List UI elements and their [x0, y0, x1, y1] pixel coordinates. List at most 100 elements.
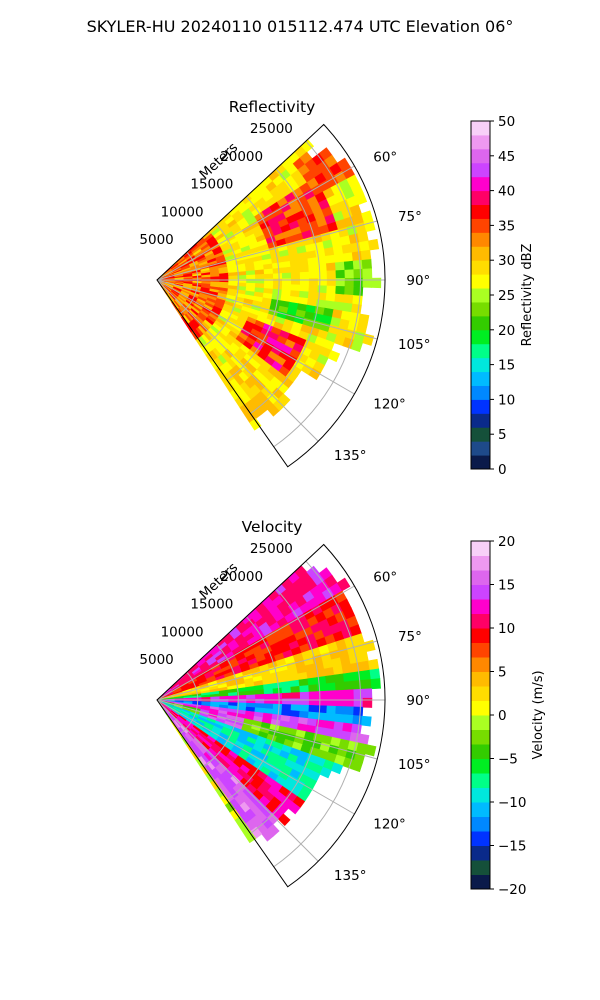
azimuth-tick-label: 90°	[406, 273, 430, 289]
sector-frame	[156, 123, 386, 468]
reflectivity-colorbar-label: Reflectivity dBZ	[520, 244, 535, 347]
azimuth-tick-label: 75°	[398, 629, 422, 645]
radial-tick-label: 15000	[190, 177, 233, 193]
colorbar-swatch	[471, 831, 490, 846]
range-ring-25000	[273, 140, 362, 448]
colorbar-swatch	[471, 860, 490, 875]
colorbar-tick-label: 30	[498, 253, 515, 269]
colorbar-swatch	[471, 642, 490, 658]
colorbar-tick-label: −20	[498, 882, 527, 898]
colorbar-swatch	[471, 427, 490, 442]
colorbar-swatch	[471, 413, 490, 428]
azimuth-tick-label: 120°	[373, 817, 406, 833]
radial-tick-label: 15000	[190, 597, 233, 613]
colorbar-tick-label: 0	[498, 708, 507, 724]
colorbar-swatch	[471, 134, 490, 150]
colorbar-swatch	[471, 570, 490, 585]
azimuth-spoke-60	[156, 585, 355, 701]
colorbar-swatch	[471, 845, 490, 861]
colorbar-tick-label: 10	[498, 621, 515, 637]
azimuth-spoke-105	[156, 279, 378, 340]
colorbar-swatch	[471, 441, 490, 456]
colorbar-tick-label: 25	[498, 288, 515, 304]
reflectivity-title: Reflectivity	[229, 98, 316, 116]
reflectivity-panel: Reflectivity 60° 75° 90° 105° 120° 135° 5000 10…	[139, 98, 535, 478]
range-ring-15000	[226, 196, 280, 381]
colorbar-swatch	[471, 686, 490, 701]
colorbar-tick-label: 40	[498, 184, 515, 200]
colorbar-swatch	[471, 232, 490, 247]
colorbar-swatch	[471, 121, 490, 136]
reflectivity-plot: 60° 75° 90° 105° 120° 135° 5000 10000 15000 20000…	[139, 121, 430, 468]
colorbar-swatch	[471, 301, 490, 317]
azimuth-spoke-105	[156, 699, 378, 760]
colorbar-swatch	[471, 874, 490, 890]
colorbar-swatch	[471, 613, 490, 629]
radial-tick-label: 25000	[250, 541, 293, 557]
radial-tick-label: 5000	[139, 652, 173, 668]
colorbar-tick-label: 20	[498, 323, 515, 339]
range-ring-25000	[273, 560, 362, 868]
colorbar-tick-label: 15	[498, 578, 515, 594]
colorbar-swatch	[471, 246, 490, 261]
radial-tick-label: 20000	[220, 149, 263, 165]
figure-title: SKYLER-HU 20240110 015112.474 UTC Elevat…	[87, 17, 514, 36]
azimuth-tick-label: 135°	[334, 448, 367, 464]
colorbar-swatch	[471, 455, 490, 470]
azimuth-spoke-75	[156, 220, 378, 281]
colorbar-tick-label: −15	[498, 839, 527, 855]
azimuth-spoke-120	[156, 699, 355, 815]
colorbar-swatch	[471, 628, 490, 643]
colorbar-tick-label: 15	[498, 358, 515, 374]
colorbar-swatch	[471, 671, 490, 687]
colorbar-swatch	[471, 541, 490, 556]
azimuth-tick-label: 60°	[373, 149, 397, 165]
colorbar-tick-label: 10	[498, 392, 515, 408]
colorbar-swatch	[471, 787, 490, 803]
colorbar-tick-label: 0	[498, 462, 507, 478]
colorbar-swatch	[471, 288, 490, 303]
velocity-colorbar: Velocity (m/s) −20 −15 −10 −5 0 5 10 15 20	[470, 534, 546, 898]
colorbar-swatch	[471, 218, 490, 233]
colorbar-tick-label: −10	[498, 795, 527, 811]
colorbar-tick-label: 50	[498, 114, 515, 130]
velocity-colorbar-label: Velocity (m/s)	[531, 670, 546, 759]
colorbar-swatch	[471, 802, 490, 817]
azimuth-spoke-135	[156, 699, 319, 862]
colorbar-swatch	[471, 758, 490, 774]
colorbar-swatch	[471, 343, 490, 359]
colorbar-swatch	[471, 584, 490, 600]
colorbar-tick-label: 45	[498, 149, 515, 165]
velocity-title: Velocity	[242, 518, 303, 536]
velocity-data	[156, 565, 381, 844]
colorbar-swatch	[471, 399, 490, 414]
range-ring-20000	[250, 588, 321, 834]
reflectivity-data	[156, 139, 382, 431]
colorbar-tick-label: 20	[498, 534, 515, 550]
colorbar-swatch	[471, 148, 490, 164]
colorbar-swatch	[471, 773, 490, 788]
azimuth-tick-label: 135°	[334, 868, 367, 884]
colorbar-swatch	[471, 260, 490, 275]
azimuth-tick-label: 105°	[398, 757, 431, 773]
colorbar-tick-label: 5	[498, 427, 507, 443]
radial-tick-label: 10000	[161, 624, 204, 640]
colorbar-swatch	[471, 385, 490, 400]
range-ring-15000	[226, 616, 280, 801]
colorbar-swatch	[471, 657, 490, 672]
radial-tick-label: 25000	[250, 121, 293, 137]
reflectivity-colorbar: Reflectivity dBZ 0 5 10 15 20 25 30 35 40 45 50	[470, 114, 535, 478]
colorbar-swatch	[471, 744, 490, 759]
range-ring-5000	[180, 251, 199, 314]
colorbar-swatch	[471, 715, 490, 730]
range-ring-5000	[180, 671, 199, 734]
colorbar-swatch	[471, 162, 490, 178]
range-ring-20000	[250, 168, 321, 414]
azimuth-spoke-75	[156, 640, 378, 701]
colorbar-tick-label: 35	[498, 218, 515, 234]
colorbar-swatch	[471, 329, 490, 345]
azimuth-tick-label: 60°	[373, 569, 397, 585]
colorbar-swatch	[471, 357, 490, 373]
azimuth-spoke-60	[156, 165, 355, 281]
